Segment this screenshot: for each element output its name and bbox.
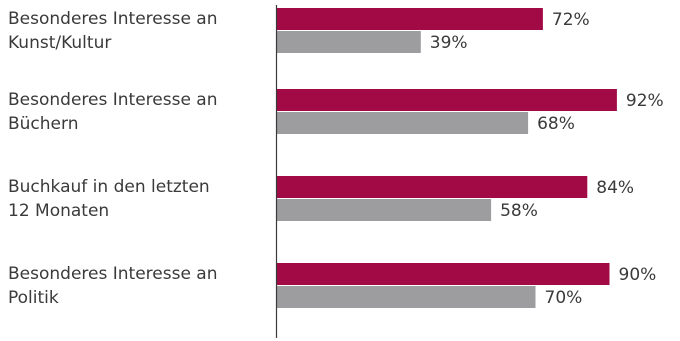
category-label-line: Kunst/Kultur: [8, 33, 111, 53]
value-label: 72%: [552, 10, 590, 30]
category-label-line: Besonderes Interesse an: [8, 90, 218, 110]
value-label: 68%: [537, 114, 575, 134]
value-label: 90%: [619, 265, 657, 285]
bar-series-1: [276, 263, 610, 285]
value-label: 84%: [596, 178, 634, 198]
value-label: 92%: [626, 91, 664, 111]
category-label-line: Politik: [8, 288, 59, 308]
bar-series-1: [276, 176, 588, 198]
bar-series-1: [276, 8, 543, 30]
category-label-line: Besonderes Interesse an: [8, 264, 218, 284]
category-label-line: Buchkauf in den letzten: [8, 177, 210, 197]
bar-series-1: [276, 89, 617, 111]
category-label-line: Büchern: [8, 114, 78, 134]
category-label: Besonderes Interesse an Büchern: [8, 90, 218, 134]
value-label: 58%: [500, 201, 538, 221]
bar-series-2: [276, 112, 529, 134]
bar-series-2: [276, 31, 421, 53]
category-label-line: 12 Monaten: [8, 201, 109, 221]
category-label: Buchkauf in den letzten 12 Monaten: [8, 177, 210, 221]
bar-series-2: [276, 199, 492, 221]
bar-series-2: [276, 286, 536, 308]
category-label-line: Besonderes Interesse an: [8, 9, 218, 29]
category-labels: Besonderes Interesse an Kunst/KulturBeson…: [8, 9, 218, 308]
value-label: 70%: [545, 288, 583, 308]
category-label: Besonderes Interesse an Kunst/Kultur: [8, 9, 218, 53]
category-label: Besonderes Interesse an Politik: [8, 264, 218, 308]
bars: [276, 8, 617, 308]
value-label: 39%: [430, 33, 468, 53]
value-labels: 72% 39% 92% 68% 84% 58% 90% 70%: [430, 10, 664, 308]
